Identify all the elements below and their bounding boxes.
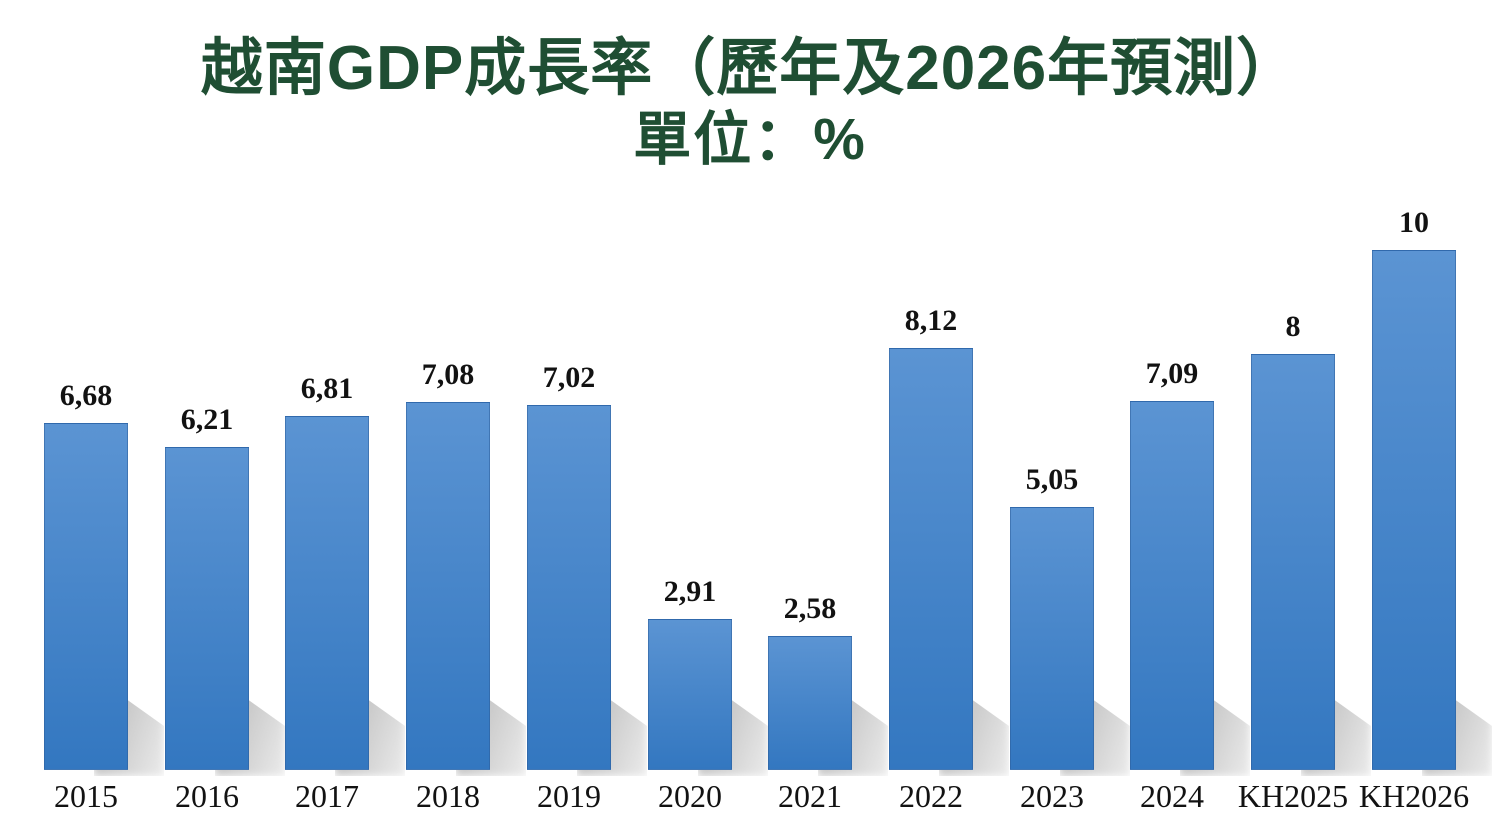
x-axis-label: 2019 xyxy=(537,778,601,814)
x-axis-label: KH2026 xyxy=(1358,778,1470,814)
x-axis-label: 2024 xyxy=(1140,778,1204,814)
x-axis-label: 2023 xyxy=(1020,778,1084,814)
bar-2020 xyxy=(648,619,732,770)
bar-value-label: 6,68 xyxy=(59,379,113,412)
bar-KH2026 xyxy=(1372,250,1456,770)
x-axis-label: 2017 xyxy=(295,778,359,814)
bar-KH2025 xyxy=(1251,354,1335,770)
bar-value-label: 6,81 xyxy=(300,372,354,405)
bar-value-label: 5,05 xyxy=(1025,463,1079,496)
bar-2019 xyxy=(527,405,611,770)
bar-2017 xyxy=(285,416,369,770)
x-axis-label: 2016 xyxy=(175,778,239,814)
bar-2015 xyxy=(44,423,128,770)
bar-2018 xyxy=(406,402,490,770)
bar-value-label: 6,21 xyxy=(180,403,234,436)
bar-value-label: 7,02 xyxy=(542,361,596,394)
bar-value-label: 7,09 xyxy=(1145,357,1199,390)
bar-value-label: 2,58 xyxy=(783,592,837,625)
x-axis-label: 2022 xyxy=(899,778,963,814)
bar-2022 xyxy=(889,348,973,770)
bar-value-label: 7,08 xyxy=(421,358,475,391)
x-axis-label: KH2025 xyxy=(1237,778,1349,814)
bar-value-label: 8,12 xyxy=(904,304,958,337)
x-axis-label: 2021 xyxy=(778,778,842,814)
bar-2024 xyxy=(1130,401,1214,770)
bar-2021 xyxy=(768,636,852,770)
x-axis-label: 2020 xyxy=(658,778,722,814)
bar-2016 xyxy=(165,447,249,770)
bar-value-label: 8 xyxy=(1285,310,1301,343)
bar-value-label: 10 xyxy=(1399,206,1429,239)
bar-2023 xyxy=(1010,507,1094,770)
bar-value-label: 2,91 xyxy=(663,575,717,608)
x-axis-label: 2018 xyxy=(416,778,480,814)
x-axis-label: 2015 xyxy=(54,778,118,814)
